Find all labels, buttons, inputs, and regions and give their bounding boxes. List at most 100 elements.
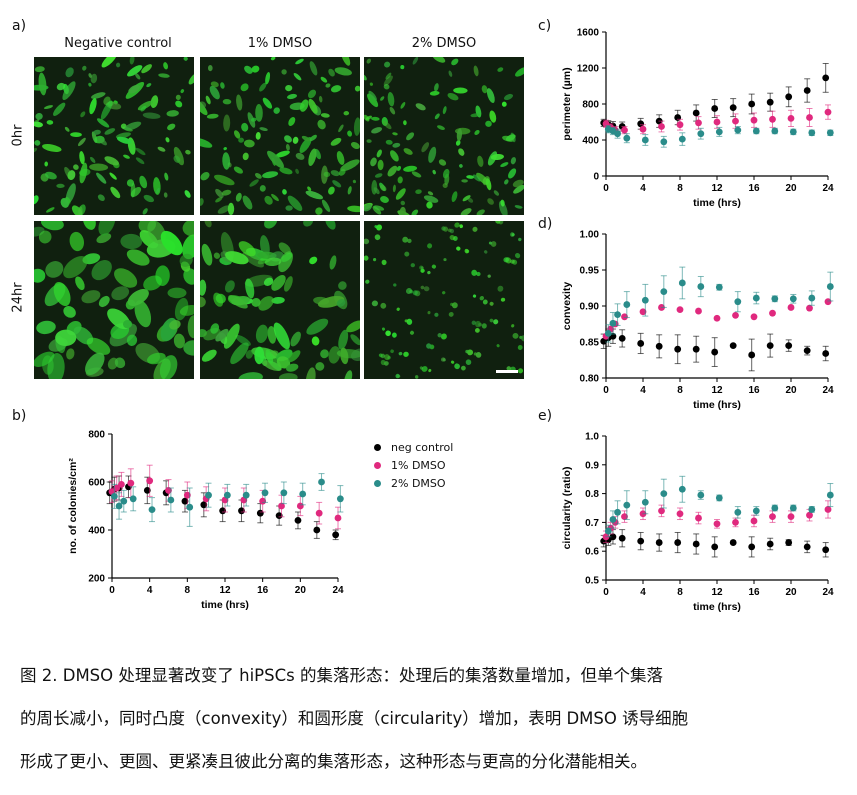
colony-blob — [98, 295, 110, 308]
data-point — [734, 508, 742, 516]
colony-blob — [429, 90, 440, 96]
colony-blob — [34, 121, 43, 128]
colony-blob — [88, 82, 92, 87]
colony-blob — [364, 238, 370, 245]
colony-blob — [456, 246, 461, 251]
data-point — [120, 497, 128, 505]
data-point — [766, 342, 774, 349]
colony-blob — [128, 84, 140, 94]
colony-blob — [374, 225, 378, 229]
colony-blob — [385, 139, 393, 145]
row-header-24hr: 24hr — [10, 282, 26, 313]
colony-blob — [488, 241, 493, 245]
data-point — [296, 502, 304, 510]
micrograph-texture — [200, 221, 360, 379]
colony-blob — [292, 136, 299, 144]
colony-blob — [235, 334, 251, 346]
colony-blob — [399, 206, 406, 215]
panel-c-letter: c) — [538, 18, 552, 34]
data-point — [623, 501, 631, 509]
colony-blob — [380, 196, 389, 203]
colony-blob — [426, 343, 432, 349]
data-point — [621, 313, 628, 321]
colony-blob — [454, 222, 460, 228]
colony-blob — [519, 335, 523, 339]
colony-blob — [334, 67, 352, 76]
x-tick-label: 12 — [711, 183, 723, 194]
colony-blob — [510, 259, 515, 264]
colony-blob — [400, 102, 406, 109]
x-tick-label: 20 — [785, 385, 797, 396]
colony-blob — [415, 189, 422, 195]
data-point — [769, 309, 776, 317]
colony-blob — [160, 230, 183, 256]
y-tick-label: 0.95 — [580, 266, 600, 277]
colony-blob — [285, 205, 293, 211]
data-point — [641, 136, 649, 144]
colony-blob — [244, 65, 253, 74]
colony-blob — [515, 67, 524, 77]
colony-blob — [500, 162, 509, 168]
data-point — [110, 493, 118, 500]
x-tick-label: 24 — [822, 183, 834, 194]
colony-blob — [279, 167, 293, 175]
micrograph-texture — [34, 57, 194, 215]
colony-blob — [450, 302, 454, 307]
colony-blob — [323, 171, 331, 178]
data-point — [658, 507, 665, 515]
colony-blob — [460, 208, 472, 215]
data-point — [785, 342, 793, 349]
colony-blob — [490, 153, 504, 161]
colony-blob — [34, 351, 55, 367]
colony-blob — [490, 241, 497, 247]
colony-blob — [116, 136, 132, 144]
colony-blob — [381, 327, 386, 331]
colony-blob — [66, 348, 75, 360]
colony-blob — [282, 189, 287, 195]
colony-blob — [395, 373, 400, 379]
colony-blob — [479, 296, 485, 301]
colony-blob — [309, 256, 318, 265]
colony-blob — [245, 350, 254, 359]
colony-blob — [406, 132, 415, 141]
colony-blob — [372, 257, 377, 262]
data-point — [711, 543, 719, 551]
data-point — [604, 329, 612, 337]
colony-blob — [104, 128, 116, 135]
colony-blob — [96, 233, 112, 244]
data-point — [639, 308, 647, 316]
colony-blob — [259, 82, 267, 92]
data-point — [618, 534, 626, 542]
colony-blob — [419, 366, 423, 370]
caption-line-3: 形成了更小、更圆、更紧凑且彼此分离的集落形态，这种形态与更高的分化潜能相关。 — [20, 752, 647, 771]
colony-blob — [427, 270, 431, 275]
colony-blob — [34, 268, 46, 283]
colony-blob — [75, 276, 85, 291]
colony-blob — [143, 194, 155, 203]
colony-blob — [411, 209, 419, 215]
data-point — [822, 350, 830, 357]
data-point — [752, 294, 760, 302]
colony-blob — [114, 357, 126, 369]
colony-blob — [242, 152, 249, 161]
colony-blob — [89, 98, 97, 115]
colony-blob — [44, 161, 49, 167]
colony-blob — [514, 205, 523, 209]
colony-blob — [338, 124, 344, 133]
colony-blob — [276, 356, 291, 369]
colony-blob — [179, 304, 194, 316]
colony-blob — [442, 291, 446, 295]
figure-caption: 图 2. DMSO 处理显著改变了 hiPSCs 的集落形态：处理后的集落数量增… — [20, 654, 845, 783]
data-point — [803, 87, 811, 94]
data-point — [609, 533, 617, 541]
colony-blob — [471, 269, 478, 276]
colony-blob — [521, 335, 524, 342]
colony-blob — [374, 234, 381, 241]
colony-blob — [81, 290, 101, 304]
colony-blob — [167, 287, 187, 299]
data-point — [766, 540, 774, 548]
colony-blob — [415, 103, 426, 111]
colony-blob — [383, 83, 390, 90]
colony-blob — [481, 323, 487, 329]
colony-blob — [472, 294, 477, 298]
